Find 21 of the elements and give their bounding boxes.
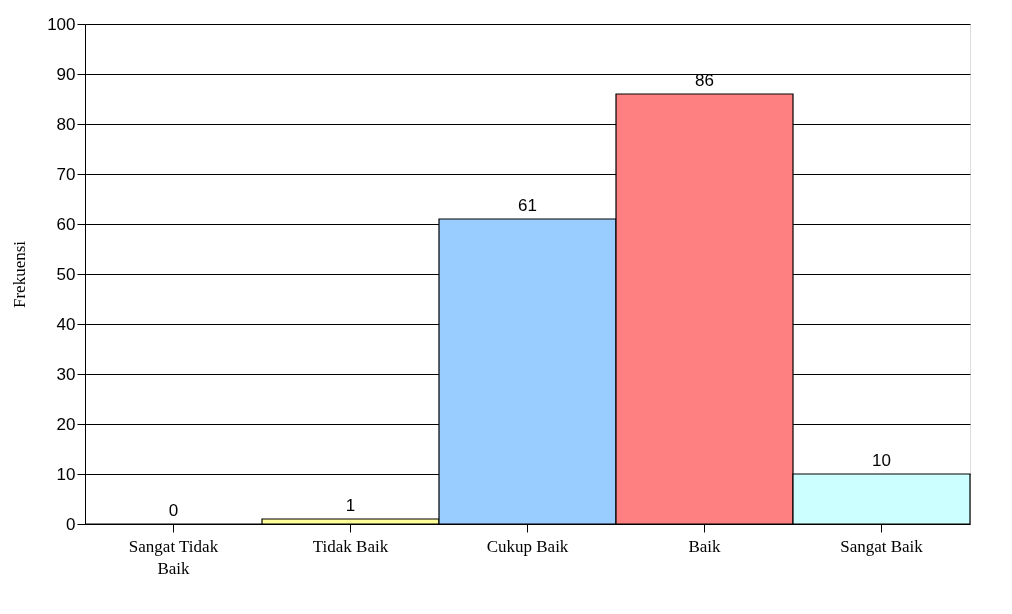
y-tick-label: 40 — [56, 314, 76, 334]
x-tick-label: Baik — [688, 536, 722, 556]
data-label: 1 — [345, 496, 356, 515]
x-tick-label: Sangat Tidak Baik — [128, 536, 219, 578]
y-tick-label: 90 — [56, 64, 76, 84]
y-tick-label: 50 — [56, 264, 76, 284]
y-tick-label: 0 — [66, 514, 76, 534]
y-tick-label: 80 — [56, 114, 76, 134]
y-tick-label: 70 — [56, 164, 76, 184]
x-tick-label: Tidak Baik — [312, 536, 389, 556]
y-tick-label: 30 — [56, 364, 76, 384]
data-label: 0 — [168, 501, 179, 520]
y-tick-label: 60 — [56, 214, 76, 234]
y-axis-title: Frekuensi — [10, 240, 30, 309]
y-tick-label: 10 — [56, 464, 76, 484]
x-tick-label: Cukup Baik — [486, 536, 569, 556]
y-tick-label: 100 — [47, 14, 76, 34]
data-label: 61 — [518, 196, 537, 215]
y-tick-label: 20 — [56, 414, 76, 434]
x-tick-label: Sangat Baik — [840, 536, 924, 556]
data-label: 10 — [872, 451, 891, 470]
